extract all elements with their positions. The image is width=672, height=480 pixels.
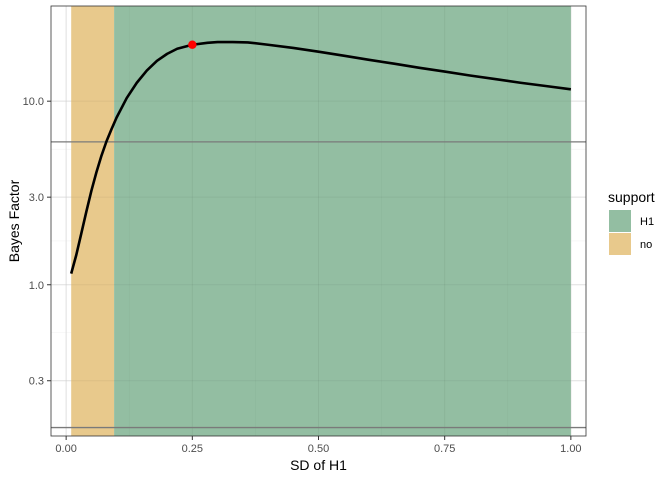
region-no [71,6,115,436]
legend-key-H1 [609,210,631,232]
highlight-point [188,40,197,49]
region-H1 [114,6,571,436]
x-tick-label: 1.00 [560,443,581,455]
x-axis-title: SD of H1 [290,457,347,473]
legend-label: no [640,239,652,251]
y-tick-label: 1.0 [29,280,44,292]
legend-title: support [608,189,655,205]
legend-key-no [609,233,631,255]
x-axis-ticks: 0.00 0.25 0.50 0.75 1.00 [55,436,582,455]
y-tick-label: 3.0 [29,192,44,204]
x-tick-label: 0.50 [308,443,329,455]
y-tick-label: 0.3 [29,376,44,388]
support-regions [71,6,571,436]
bayes-factor-curve [69,40,572,274]
series-line [69,40,572,274]
x-tick-label: 0.25 [182,443,203,455]
legend: support H1 no [608,189,655,255]
gridlines-over-regions [51,6,586,436]
y-axis-ticks: 0.3 1.0 3.0 10.0 [23,96,51,388]
x-tick-label: 0.00 [55,443,76,455]
y-tick-label: 10.0 [23,96,44,108]
threshold-lines [51,141,586,429]
legend-label: H1 [640,216,654,228]
highlight-points [188,40,197,49]
x-tick-label: 0.75 [434,443,455,455]
y-axis-title: Bayes Factor [6,179,22,262]
